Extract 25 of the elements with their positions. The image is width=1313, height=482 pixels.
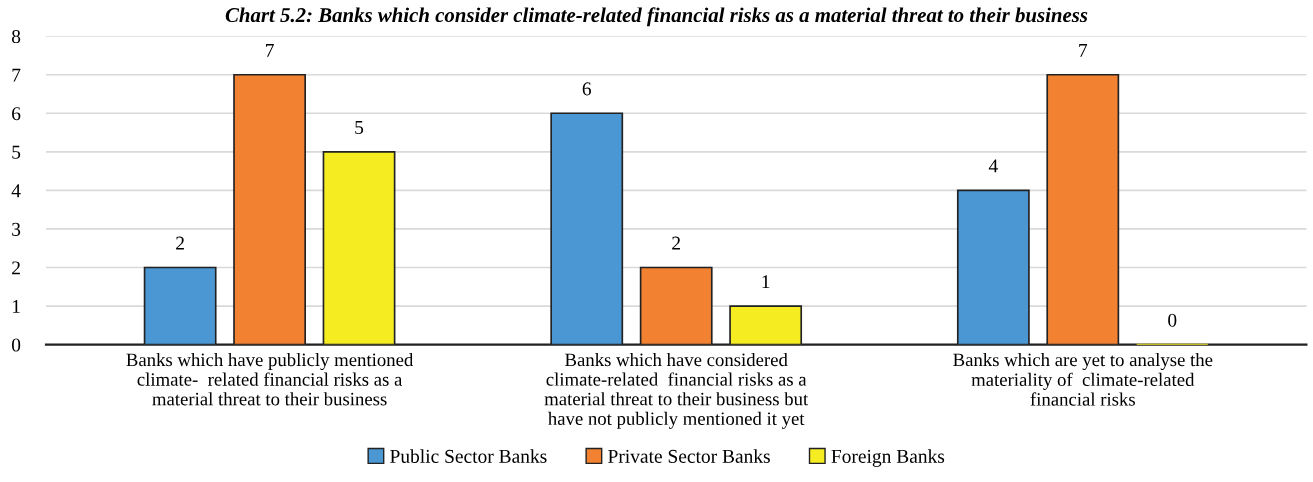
- x-tick-label: Banks which have publicly mentioned climate- related financial risks as a material threat to their business: [126, 352, 414, 406]
- data-label: 1: [762, 275, 770, 289]
- y-tick-label: 4: [11, 184, 21, 198]
- data-label: 7: [266, 43, 274, 57]
- data-label: 4: [988, 159, 998, 173]
- data-label: 7: [1079, 43, 1088, 57]
- x-tick-label: Banks which are yet to analyse the materiality of climate-related financial risks: [953, 352, 1213, 406]
- y-tick-label: 6: [12, 107, 21, 121]
- data-label: 6: [582, 82, 592, 96]
- chart-title: Chart 5.2: Banks which consider climate-related financial risks as a material threat to their business: [225, 7, 1088, 27]
- y-tick-label: 7: [12, 68, 21, 82]
- legend-label: Foreign Banks: [831, 449, 945, 467]
- data-label: 0: [1168, 313, 1177, 327]
- y-tick-label: 5: [12, 145, 21, 159]
- data-label: 2: [176, 236, 184, 250]
- y-tick-label: 2: [12, 261, 20, 275]
- x-tick-label: Banks which have considered climate-related financial risks as a material threat to their business but have not publicly mentioned it yet: [544, 352, 809, 429]
- legend-label: Public Sector Banks: [390, 449, 547, 463]
- legend-label: Private Sector Banks: [608, 449, 770, 463]
- y-tick-label: 0: [11, 338, 21, 352]
- y-tick-label: 3: [12, 222, 21, 236]
- data-label: 2: [672, 236, 680, 250]
- data-label: 5: [355, 121, 364, 134]
- y-tick-label: 1: [12, 299, 20, 313]
- y-tick-label: 8: [11, 29, 21, 44]
